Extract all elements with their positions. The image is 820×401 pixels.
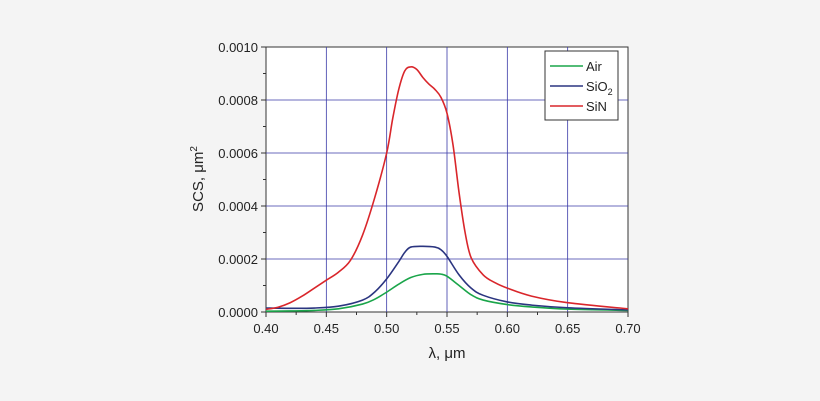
y-tick-label: 0.0004: [218, 199, 258, 214]
x-tick-label: 0.65: [555, 321, 580, 336]
legend-label-text: SiN: [586, 99, 607, 114]
y-axis-label-superscript: 2: [189, 146, 200, 152]
legend-label-text: Air: [586, 59, 603, 74]
axis-ticks: 0.40 0.45 0.50 0.55 0.60 0.65 0.70 0.0000 0.0002…: [218, 40, 640, 336]
series-line-air: [265, 273, 629, 312]
x-tick-label: 0.55: [434, 321, 459, 336]
x-axis-label: λ, μm: [429, 345, 466, 362]
series-line-sio2: [265, 245, 629, 311]
y-tick-label: 0.0010: [218, 40, 258, 55]
x-tick-label: 0.40: [253, 321, 278, 336]
series-layer: [265, 66, 629, 312]
series-line-sin: [265, 66, 629, 311]
legend-label-air: Air: [586, 59, 603, 74]
legend-label-text: SiO: [586, 79, 608, 94]
x-tick-label: 0.45: [314, 321, 339, 336]
x-tick-label: 0.60: [495, 321, 520, 336]
legend-label-subscript: 2: [608, 87, 613, 97]
y-tick-label: 0.0006: [218, 146, 258, 161]
y-axis-label-main: SCS, μm: [190, 152, 207, 212]
y-tick-label: 0.0008: [218, 93, 258, 108]
y-tick-label: 0.0000: [218, 305, 258, 320]
x-tick-label: 0.50: [374, 321, 399, 336]
legend-label-sio2: SiO2: [586, 79, 613, 97]
y-axis-label: SCS, μm2: [189, 146, 207, 212]
y-tick-label: 0.0002: [218, 252, 258, 267]
x-tick-label: 0.70: [615, 321, 640, 336]
legend-label-sin: SiN: [586, 99, 607, 114]
